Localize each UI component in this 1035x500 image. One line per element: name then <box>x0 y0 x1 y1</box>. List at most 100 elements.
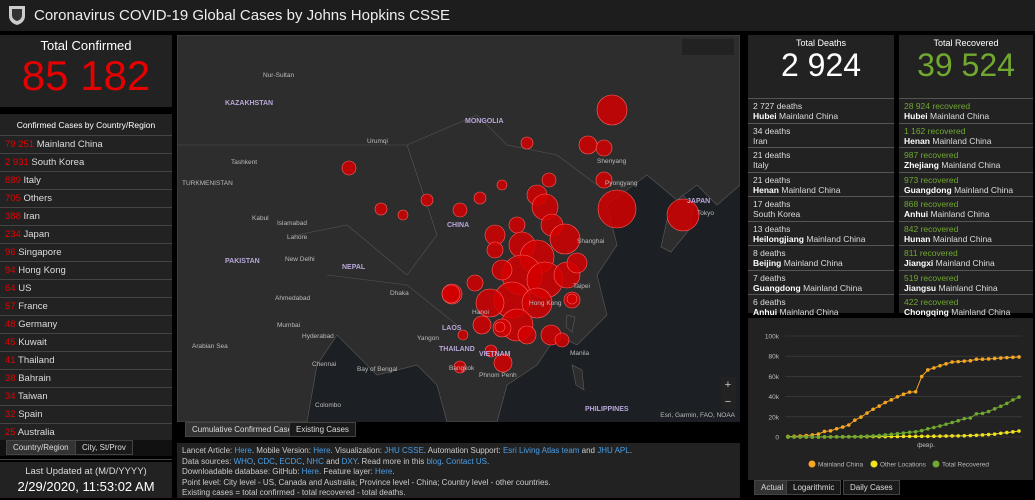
case-circle[interactable] <box>452 202 468 218</box>
list-row[interactable]: 96 Singapore <box>0 244 172 262</box>
map[interactable]: KAZAKHSTAN MONGOLIA CHINA JAPAN PAKISTAN NEPA… <box>177 35 740 422</box>
link[interactable]: Here <box>375 467 393 476</box>
case-circle[interactable] <box>473 191 487 205</box>
list-row[interactable]: 234 Japan <box>0 226 172 244</box>
list-row[interactable]: 21 deaths Italy <box>748 148 894 173</box>
case-circle[interactable] <box>549 223 581 255</box>
list-row[interactable]: 1 162 recovered Henan Mainland China <box>899 124 1033 148</box>
list-row[interactable]: 17 deaths South Korea <box>748 197 894 222</box>
case-circle[interactable] <box>486 241 504 259</box>
case-circle[interactable] <box>484 344 498 358</box>
case-circle[interactable] <box>595 171 613 189</box>
case-circle[interactable] <box>666 198 700 232</box>
list-row[interactable]: 8 deaths Beijing Mainland China <box>748 246 894 271</box>
list-row[interactable]: 94 Hong Kong <box>0 262 172 280</box>
case-circle[interactable] <box>496 179 508 191</box>
list-row[interactable]: 842 recovered Hunan Mainland China <box>899 222 1033 246</box>
case-circle[interactable] <box>397 209 409 221</box>
case-circle[interactable] <box>494 321 506 333</box>
list-row[interactable]: 388 Iran <box>0 208 172 226</box>
link[interactable]: JHU CSSE <box>384 446 424 455</box>
point <box>956 418 961 423</box>
province: Henan <box>753 184 779 195</box>
list-row[interactable]: 868 recovered Anhui Mainland China <box>899 197 1033 222</box>
case-circle[interactable] <box>420 193 434 207</box>
case-circle[interactable] <box>491 259 513 281</box>
point <box>980 357 985 362</box>
list-row[interactable]: 48 Germany <box>0 316 172 334</box>
list-row[interactable]: 79 251 Mainland China <box>0 136 172 154</box>
region: Italy <box>753 160 769 170</box>
case-circle[interactable] <box>517 325 537 345</box>
link[interactable]: WHO <box>233 456 254 466</box>
case-circle[interactable] <box>566 252 588 274</box>
list-row[interactable]: 7 deaths Guangdong Mainland China <box>748 271 894 295</box>
list-row[interactable]: 987 recovered Zhejiang Mainland China <box>899 148 1033 173</box>
toolbar[interactable]: +− <box>682 39 736 409</box>
case-circle[interactable] <box>466 274 484 292</box>
case-circle[interactable] <box>493 353 513 373</box>
list-row[interactable]: 422 recovered Chongqing Mainland China <box>899 295 1033 320</box>
tab[interactable]: Logarithmic <box>786 480 842 495</box>
list-row[interactable]: 34 deaths Iran <box>748 124 894 148</box>
tab[interactable]: Cumulative Confirmed Cases <box>185 422 304 437</box>
list-row[interactable]: 64 US <box>0 280 172 298</box>
point <box>932 366 936 370</box>
link[interactable]: DXY <box>341 456 358 466</box>
list-row[interactable]: 57 France <box>0 298 172 316</box>
case-circle[interactable] <box>596 94 628 126</box>
case-circle[interactable] <box>341 160 357 176</box>
case-circle[interactable] <box>374 202 388 216</box>
list-row[interactable]: 811 recovered Jiangxi Mainland China <box>899 246 1033 271</box>
link[interactable]: NHC <box>306 456 324 466</box>
tab[interactable]: Country/Region <box>6 440 76 455</box>
list-row[interactable]: 2 931 South Korea <box>0 154 172 172</box>
case-circle[interactable] <box>520 136 534 150</box>
list-row[interactable]: 13 deaths Heilongjiang Mainland China <box>748 222 894 246</box>
list-row[interactable]: 32 Spain <box>0 406 172 424</box>
tab[interactable]: Daily Cases <box>843 480 900 495</box>
list-row[interactable]: 889 Italy <box>0 172 172 190</box>
case-circle[interactable] <box>453 360 467 374</box>
case-circle[interactable] <box>566 293 578 305</box>
tab[interactable]: Actual <box>754 480 791 495</box>
text: . <box>392 467 395 476</box>
link[interactable]: Here <box>313 446 331 455</box>
link[interactable]: blog <box>426 456 442 466</box>
case-circle[interactable] <box>595 139 613 157</box>
list-row[interactable]: 2 727 deaths Hubei Mainland China <box>748 99 894 124</box>
tab[interactable]: City, St/Prov <box>75 440 133 455</box>
y-tick-label: 0 <box>775 435 779 442</box>
case-circle[interactable] <box>578 135 598 155</box>
tab[interactable]: Existing Cases <box>289 422 356 437</box>
case-circle[interactable] <box>475 288 505 318</box>
link[interactable]: Here <box>234 446 252 455</box>
case-circle[interactable] <box>597 189 637 229</box>
list-row[interactable]: 34 Taiwan <box>0 388 172 406</box>
list-row[interactable]: 6 deaths Anhui Mainland China <box>748 295 894 320</box>
list-row[interactable]: 28 924 recovered Hubei Mainland China <box>899 99 1033 124</box>
list-row[interactable]: 45 Kuwait <box>0 334 172 352</box>
link[interactable]: Contact US <box>446 456 487 466</box>
case-circle[interactable] <box>441 284 461 304</box>
recovered-panel: Total Recovered 39 524 28 924 recovered H… <box>899 35 1033 320</box>
info-line: Data sources: WHO, CDC, ECDC, NHC and DX… <box>182 457 735 468</box>
case-circle[interactable] <box>554 332 570 348</box>
list-row[interactable]: 38 Bahrain <box>0 370 172 388</box>
region: Mainland China <box>806 233 866 244</box>
link[interactable]: JHU APL <box>597 446 630 455</box>
case-circle[interactable] <box>472 315 492 335</box>
case-circle[interactable] <box>457 329 469 341</box>
link[interactable]: Here <box>301 467 319 476</box>
list-row[interactable]: 41 Thailand <box>0 352 172 370</box>
case-circle[interactable] <box>508 216 526 234</box>
list-row[interactable]: 705 Others <box>0 190 172 208</box>
link[interactable]: Esri Living Atlas team <box>502 446 580 455</box>
list-row[interactable]: 21 deaths Henan Mainland China <box>748 173 894 197</box>
link[interactable]: ECDC <box>279 456 303 466</box>
list-row[interactable]: 519 recovered Jiangsu Mainland China <box>899 271 1033 295</box>
link[interactable]: CDC <box>257 456 275 466</box>
case-circle[interactable] <box>541 172 557 188</box>
case-circle[interactable] <box>521 287 553 319</box>
list-row[interactable]: 973 recovered Guangdong Mainland China <box>899 173 1033 197</box>
